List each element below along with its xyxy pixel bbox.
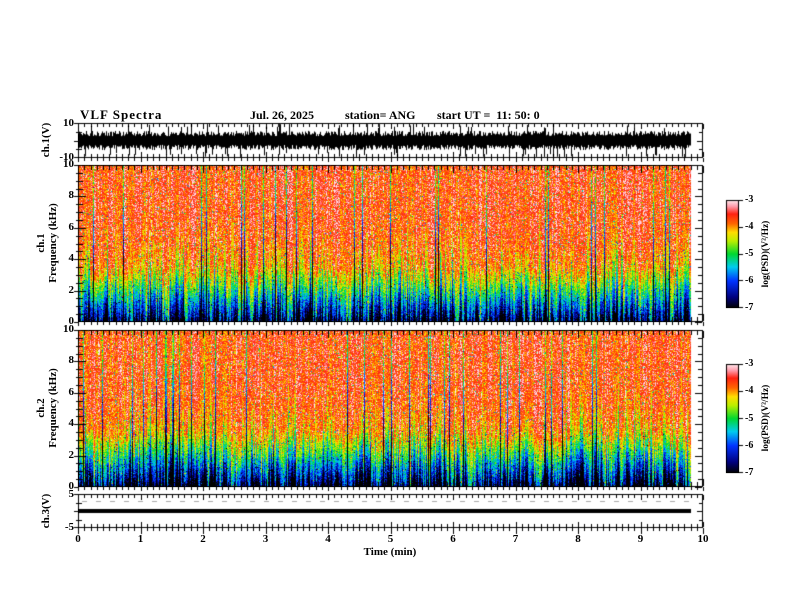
colorbar2-title: log(PSD)(V²/Hz) xyxy=(761,384,771,452)
ch3v-axis-title: ch.3(V) xyxy=(40,493,52,529)
colorbar2-tick-label: -7 xyxy=(745,467,754,478)
time-tick-label: 9 xyxy=(637,533,644,545)
ch2-frequency-axis-title: ch.2 Frequency (kHz) xyxy=(35,368,59,448)
ch3-dc-canvas xyxy=(78,494,703,528)
time-tick-label: 8 xyxy=(575,533,581,545)
ch1-freq-tick-label: 4 xyxy=(68,252,75,265)
ch1-freq-tick-label: 0 xyxy=(68,315,75,327)
colorbar1-tick-label: -5 xyxy=(745,248,754,259)
title-start-ut: start UT = 11: 50: 0 xyxy=(437,108,540,122)
ch2-freq-tick-label: 8 xyxy=(68,354,75,367)
colorbar-ch2 xyxy=(726,364,739,473)
ch2-spectrogram-canvas xyxy=(78,330,703,487)
ch1-axis-line1: ch.1 xyxy=(35,233,47,253)
colorbar2-tick-label: -3 xyxy=(745,358,754,369)
ch1v-ymax-label: 10 xyxy=(63,117,74,129)
ch1-axis-line2: Frequency (kHz) xyxy=(47,203,59,283)
ch1-freq-tick-label: 6 xyxy=(68,220,75,233)
ch2-axis-line2: Frequency (kHz) xyxy=(47,368,59,448)
time-axis-title: Time (min) xyxy=(363,546,417,558)
time-tick-label: 6 xyxy=(450,533,456,545)
colorbar1-title: log(PSD)(V²/Hz) xyxy=(761,220,771,288)
ch3v-ymin-label: -5 xyxy=(64,521,74,533)
ch1v-axis-title: ch.1(V) xyxy=(40,122,52,158)
ch1-spectrogram-canvas xyxy=(78,165,703,322)
time-tick-label: 4 xyxy=(325,533,331,545)
ch3v-ymax-label: 5 xyxy=(68,488,75,500)
ch2-freq-tick-label: 6 xyxy=(68,385,75,398)
title-date: Jul. 26, 2025 xyxy=(250,108,315,122)
title-station: station= ANG xyxy=(345,108,416,122)
colorbar2-tick-label: -5 xyxy=(745,412,754,424)
page-title: VLF Spectra xyxy=(80,107,163,122)
ch2-freq-tick-label: 0 xyxy=(68,480,75,492)
time-tick-label: 5 xyxy=(387,533,394,545)
colorbar1-tick-label: -3 xyxy=(745,194,754,205)
ch1-freq-tick-label: 8 xyxy=(68,189,75,202)
colorbar-ch1 xyxy=(726,200,739,308)
time-tick-label: 1 xyxy=(137,533,144,545)
colorbar1-tick-label: -6 xyxy=(745,275,754,286)
time-tick-label: 0 xyxy=(75,533,81,545)
ch2-freq-tick-label: 2 xyxy=(68,448,75,461)
time-tick-label: 2 xyxy=(200,533,206,545)
ch1-frequency-axis-title: ch.1 Frequency (kHz) xyxy=(35,203,59,283)
ch2-freq-tick-label: 10 xyxy=(63,323,74,335)
ch2-axis-line1: ch.2 xyxy=(35,398,47,418)
ch1-freq-tick-label: 10 xyxy=(63,158,74,170)
ch2-freq-tick-label: 4 xyxy=(68,417,75,430)
colorbar2-tick-label: -4 xyxy=(745,385,754,397)
colorbar1-tick-label: -7 xyxy=(745,302,754,313)
time-tick-label: 10 xyxy=(697,533,709,545)
time-tick-label: 3 xyxy=(262,533,269,545)
colorbar1-tick-label: -4 xyxy=(745,221,754,232)
ch1-waveform-canvas xyxy=(78,123,703,158)
colorbar2-tick-label: -6 xyxy=(745,439,754,451)
ch1-freq-tick-label: 2 xyxy=(68,283,75,296)
ch1v-ymin-label: -10 xyxy=(59,151,74,163)
time-tick-label: 7 xyxy=(512,533,519,545)
